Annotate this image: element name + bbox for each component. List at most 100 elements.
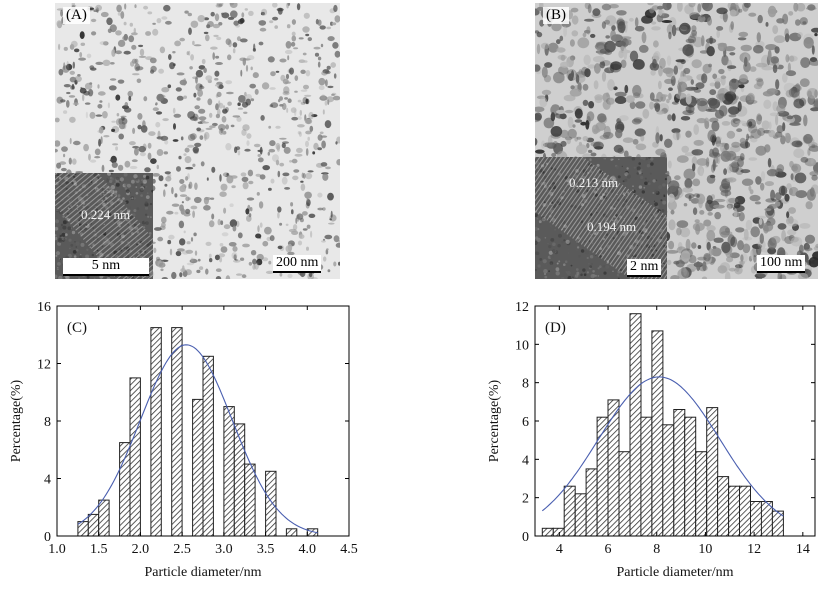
- noise-dot: [655, 179, 658, 182]
- particle-blob: [56, 8, 65, 11]
- noise-dot: [583, 179, 589, 184]
- particle-blob: [324, 100, 328, 106]
- particle-blob: [658, 65, 663, 77]
- noise-dot: [110, 185, 116, 190]
- noise-dot: [652, 191, 655, 194]
- particle-blob: [727, 234, 736, 247]
- noise-dot: [535, 240, 538, 245]
- particle-blob: [82, 94, 85, 102]
- particle-blob: [745, 219, 753, 231]
- particle-blob: [650, 69, 656, 76]
- noise-dot: [656, 205, 659, 208]
- particle-blob: [596, 42, 605, 49]
- noise-dot: [644, 181, 648, 186]
- particle-blob: [685, 104, 695, 114]
- particle-blob: [268, 125, 272, 129]
- particle-blob: [652, 98, 660, 102]
- lattice-fringe: [580, 184, 624, 245]
- noise-dot: [100, 194, 102, 196]
- particle-blob: [683, 203, 688, 207]
- particle-blob: [641, 31, 647, 44]
- particle-blob: [179, 272, 183, 278]
- particle-blob: [156, 93, 164, 102]
- noise-dot: [144, 201, 148, 205]
- noise-dot: [127, 241, 129, 243]
- particle-blob: [214, 13, 220, 22]
- noise-dot: [536, 251, 540, 256]
- noise-dot: [660, 199, 663, 202]
- noise-dot: [563, 239, 566, 242]
- particle-blob: [111, 120, 116, 123]
- particle-blob: [228, 242, 237, 247]
- particle-blob: [570, 7, 579, 13]
- particle-blob: [84, 82, 93, 90]
- particle-blob: [197, 89, 204, 97]
- noise-dot: [599, 265, 602, 268]
- particle-blob: [684, 178, 693, 189]
- particle-blob: [150, 69, 155, 74]
- particle-blob: [296, 147, 303, 153]
- noise-dot: [552, 242, 556, 247]
- particle-blob: [327, 269, 331, 273]
- particle-blob: [111, 49, 116, 57]
- particle-blob: [770, 189, 776, 201]
- noise-dot: [75, 246, 77, 248]
- particle-blob: [129, 141, 136, 146]
- particle-blob: [195, 69, 204, 78]
- noise-dot: [145, 186, 148, 188]
- noise-dot: [647, 180, 650, 183]
- particle-blob: [290, 202, 294, 207]
- noise-dot: [112, 190, 115, 193]
- noise-dot: [84, 229, 87, 232]
- particle-blob: [750, 226, 760, 238]
- particle-blob: [174, 40, 181, 47]
- particle-blob: [756, 245, 762, 256]
- particle-blob: [261, 82, 270, 90]
- particle-blob: [726, 130, 736, 139]
- particle-blob: [670, 75, 676, 87]
- particle-blob: [697, 3, 702, 13]
- histogram-bar: [98, 499, 110, 537]
- particle-blob: [128, 35, 135, 43]
- particle-blob: [90, 18, 97, 23]
- particle-blob: [786, 183, 792, 190]
- histogram-bar: [192, 398, 204, 537]
- particle-blob: [592, 56, 605, 63]
- noise-dot: [663, 262, 665, 265]
- noise-dot: [147, 215, 150, 218]
- particle-blob: [718, 93, 727, 101]
- particle-blob: [195, 76, 198, 84]
- noise-dot: [68, 238, 72, 242]
- particle-blob: [326, 248, 329, 251]
- noise-dot: [107, 173, 111, 176]
- particle-blob: [200, 161, 205, 167]
- particle-blob: [613, 86, 618, 91]
- particle-blob: [252, 48, 256, 52]
- particle-blob: [767, 247, 777, 255]
- noise-dot: [101, 199, 104, 202]
- particle-blob: [321, 240, 326, 243]
- particle-blob: [570, 85, 575, 90]
- particle-blob: [302, 97, 308, 104]
- particle-blob: [715, 136, 722, 141]
- particle-blob: [129, 22, 133, 27]
- particle-blob: [232, 42, 238, 48]
- x-axis-label: Particle diameter/nm: [616, 565, 733, 580]
- particle-blob: [165, 20, 172, 25]
- particle-blob: [629, 101, 636, 110]
- noise-dot: [661, 209, 665, 213]
- particle-blob: [800, 156, 809, 163]
- particle-blob: [784, 193, 790, 202]
- lattice-fringe: [80, 201, 123, 237]
- noise-dot: [132, 213, 136, 217]
- particle-blob: [190, 205, 198, 210]
- particle-blob: [193, 232, 197, 237]
- particle-blob: [227, 101, 232, 106]
- particle-blob: [123, 21, 127, 26]
- particle-blob: [635, 143, 647, 151]
- noise-dot: [597, 179, 600, 182]
- particle-blob: [615, 129, 623, 139]
- noise-dot: [563, 159, 566, 162]
- noise-dot: [611, 197, 613, 199]
- particle-blob: [684, 4, 694, 15]
